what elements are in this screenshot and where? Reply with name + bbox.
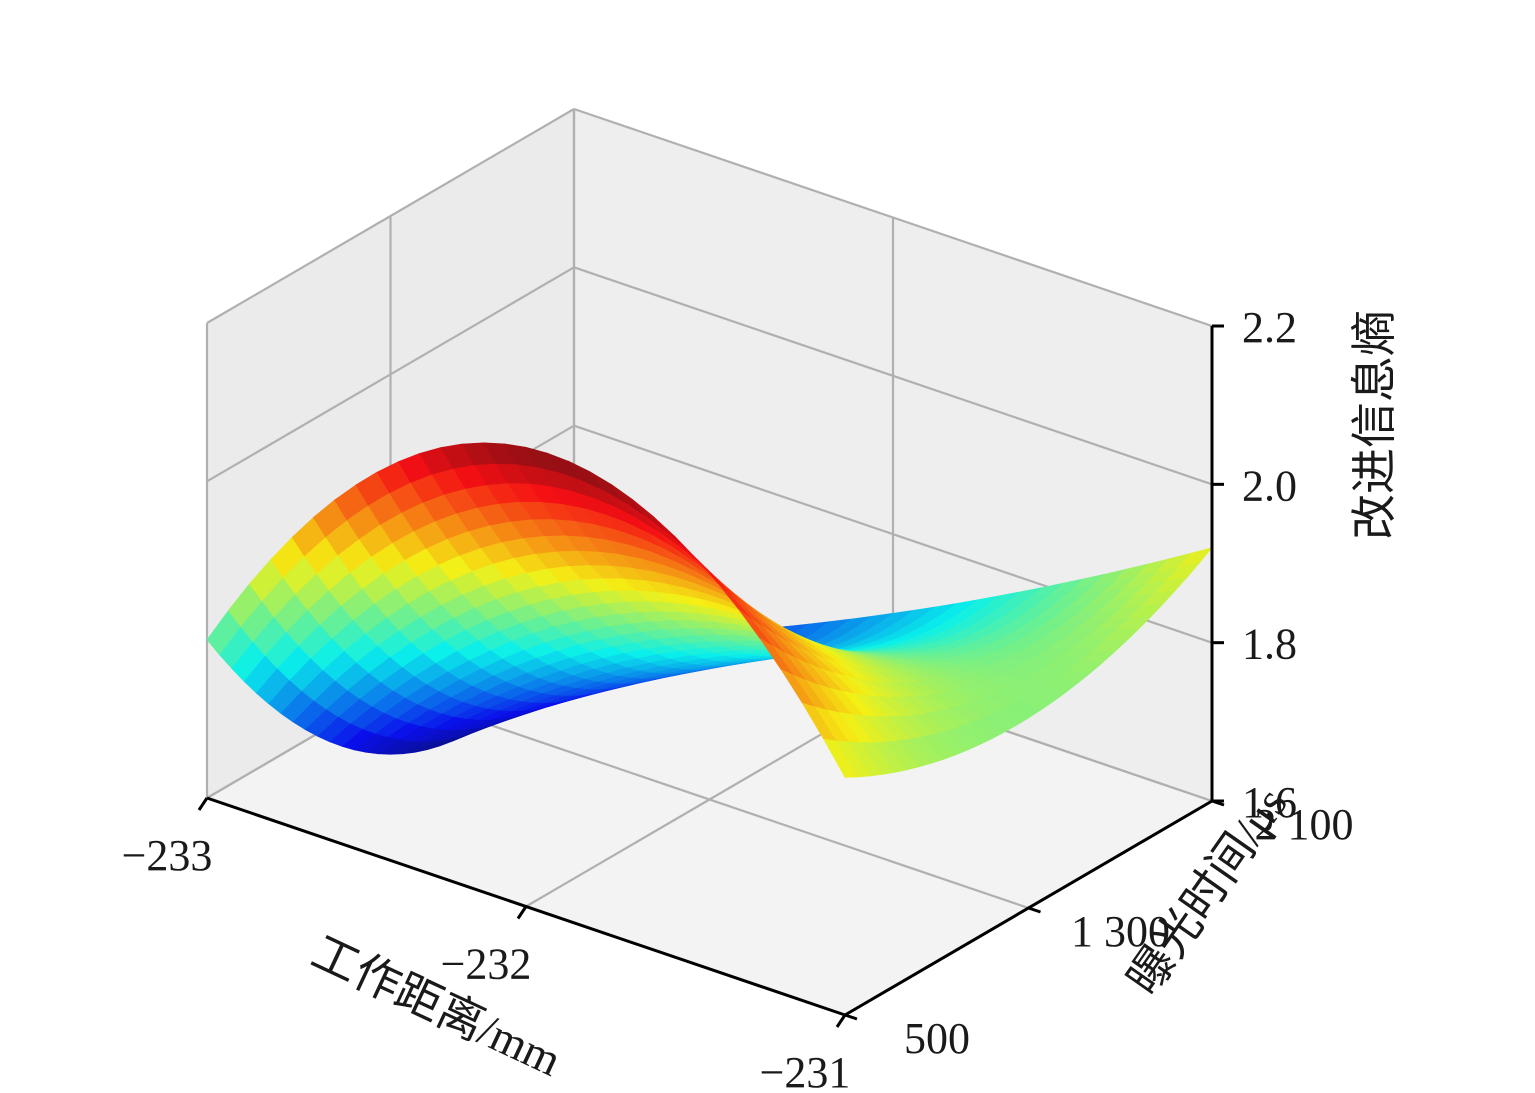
- z-tick-label: 2.0: [1242, 461, 1297, 510]
- y-tick-label: 1 300: [1071, 907, 1170, 956]
- z-tick-label: 1.6: [1242, 778, 1297, 827]
- axes: [197, 324, 1225, 1028]
- x-tick-label: −231: [760, 1048, 851, 1093]
- grid-line: [573, 266, 1213, 486]
- z-tick-label: 2.2: [1242, 303, 1297, 352]
- surface: [206, 442, 1213, 778]
- z-axis-label: 改进信息熵: [1349, 310, 1400, 540]
- x-tick: [516, 905, 528, 920]
- grid-line: [206, 266, 575, 483]
- x-tick-label: −233: [122, 831, 213, 880]
- y-tick-label: 2 100: [1255, 800, 1354, 849]
- grid-line: [390, 689, 1029, 910]
- x-tick: [197, 797, 209, 811]
- grid-line: [206, 108, 575, 324]
- z-tick-label: 1.8: [1242, 620, 1297, 669]
- y-tick-label: 500: [904, 1014, 970, 1063]
- x-tick: [835, 1014, 847, 1028]
- x-tick-label: −232: [441, 940, 532, 989]
- surface-patch: [823, 738, 858, 778]
- grid-line: [573, 107, 1213, 328]
- y-tick: [844, 1013, 858, 1021]
- y-tick: [1028, 906, 1041, 914]
